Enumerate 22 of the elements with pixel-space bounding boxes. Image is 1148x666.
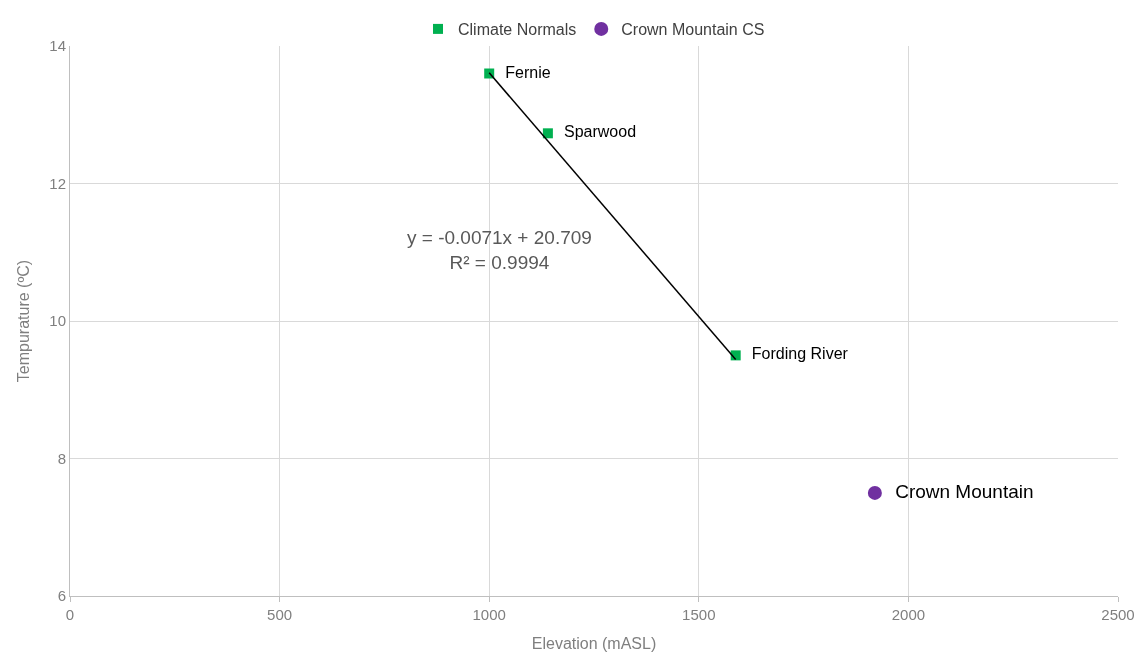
y-tick-label: 12: [49, 174, 66, 192]
y-tick-label: 8: [57, 449, 66, 467]
x-tick-label: 1500: [682, 606, 716, 623]
annotation: y = -0.0071x + 20.709 R² = 0.9994: [407, 227, 592, 273]
legend-label: Crown Mountain CS: [621, 21, 765, 39]
data-label: Crown Mountain: [884, 480, 1034, 502]
data-label: Fording River: [742, 345, 849, 363]
data-label: Sparwood: [555, 123, 637, 141]
y-tick-label: 10: [49, 312, 66, 330]
x-tick-label: 1000: [472, 606, 506, 623]
point: [542, 128, 553, 139]
y-tick-label: 6: [57, 587, 66, 605]
x-tick-label: 500: [267, 606, 293, 623]
data-label: Fernie: [496, 63, 551, 81]
x-axis-title: Elevation (mASL): [531, 634, 657, 652]
x-tick-label: 2500: [1101, 606, 1135, 623]
y-axis-title: Tempurature (ºC): [15, 259, 33, 383]
point: [867, 485, 882, 500]
x-tick-label: 2000: [891, 606, 926, 623]
x-tick-label: 0: [65, 606, 75, 623]
legend-label: Climate Normals: [458, 21, 577, 39]
y-tick-label: 14: [49, 37, 66, 55]
